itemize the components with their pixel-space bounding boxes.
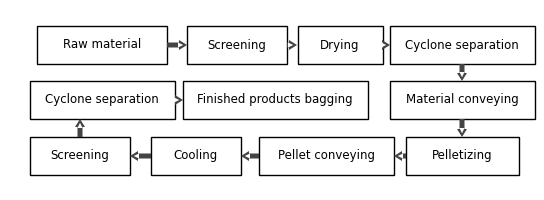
Text: Cyclone separation: Cyclone separation <box>45 94 159 106</box>
Bar <box>390 26 535 64</box>
Bar <box>151 137 241 175</box>
Polygon shape <box>394 151 406 161</box>
Polygon shape <box>245 154 257 158</box>
Polygon shape <box>381 43 386 47</box>
Bar <box>187 26 287 64</box>
Polygon shape <box>75 119 85 137</box>
Polygon shape <box>460 66 465 77</box>
Polygon shape <box>167 40 187 50</box>
Polygon shape <box>457 119 467 137</box>
Text: Pelletizing: Pelletizing <box>432 150 492 162</box>
Bar <box>30 137 130 175</box>
Bar <box>390 81 535 119</box>
Text: Cyclone separation: Cyclone separation <box>405 38 519 51</box>
Text: Cooling: Cooling <box>174 150 218 162</box>
Polygon shape <box>288 43 293 47</box>
Polygon shape <box>287 40 297 50</box>
Text: Material conveying: Material conveying <box>406 94 518 106</box>
Bar <box>258 137 393 175</box>
Polygon shape <box>398 154 404 158</box>
Polygon shape <box>460 121 465 133</box>
Bar <box>29 81 175 119</box>
Polygon shape <box>134 154 149 158</box>
Polygon shape <box>382 40 390 50</box>
Polygon shape <box>241 151 259 161</box>
Bar <box>405 137 518 175</box>
Polygon shape <box>174 98 180 102</box>
Polygon shape <box>457 64 467 81</box>
Polygon shape <box>170 43 183 47</box>
Bar <box>37 26 167 64</box>
Text: Finished products bagging: Finished products bagging <box>197 94 353 106</box>
Text: Pellet conveying: Pellet conveying <box>277 150 374 162</box>
Text: Screening: Screening <box>208 38 267 51</box>
Text: Raw material: Raw material <box>63 38 141 51</box>
Text: Screening: Screening <box>51 150 109 162</box>
Polygon shape <box>130 151 151 161</box>
Polygon shape <box>175 95 183 105</box>
Text: Drying: Drying <box>320 38 360 51</box>
Polygon shape <box>77 123 83 134</box>
Bar <box>298 26 382 64</box>
Bar <box>182 81 368 119</box>
